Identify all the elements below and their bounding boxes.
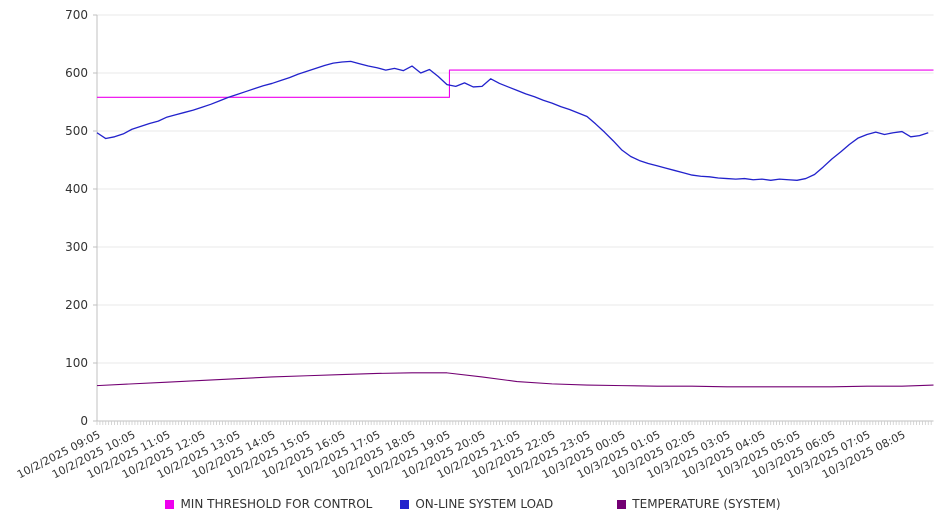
legend-item-system-load: ON-LINE SYSTEM LOAD [400,497,553,511]
y-tick-label: 100 [65,356,88,370]
x-minor-ticks [96,421,932,425]
legend-label-system-load: ON-LINE SYSTEM LOAD [415,497,554,511]
temperature-swatch-icon [617,499,627,509]
series-line-0 [97,69,934,98]
legend-label-min-threshold: MIN THRESHOLD FOR CONTROL [180,497,373,511]
system-load-swatch-icon [400,499,410,509]
y-tick-label: 400 [65,182,88,196]
y-tick-label: 500 [65,124,88,138]
legend: MIN THRESHOLD FOR CONTROL ON-LINE SYSTEM… [0,497,946,511]
legend-item-temperature: TEMPERATURE (SYSTEM) [617,497,781,511]
series-line-1 [96,60,929,181]
min-threshold-swatch-icon [165,499,175,509]
legend-item-min-threshold: MIN THRESHOLD FOR CONTROL [165,497,372,511]
y-tick-label: 700 [65,8,88,22]
series-line-2 [96,372,934,388]
y-tick-label: 200 [65,298,88,312]
y-tick-label: 0 [80,414,88,428]
plot-area [93,14,934,425]
y-tick-label: 600 [65,66,88,80]
y-tick-label: 300 [65,240,88,254]
legend-label-temperature: TEMPERATURE (SYSTEM) [632,497,781,511]
